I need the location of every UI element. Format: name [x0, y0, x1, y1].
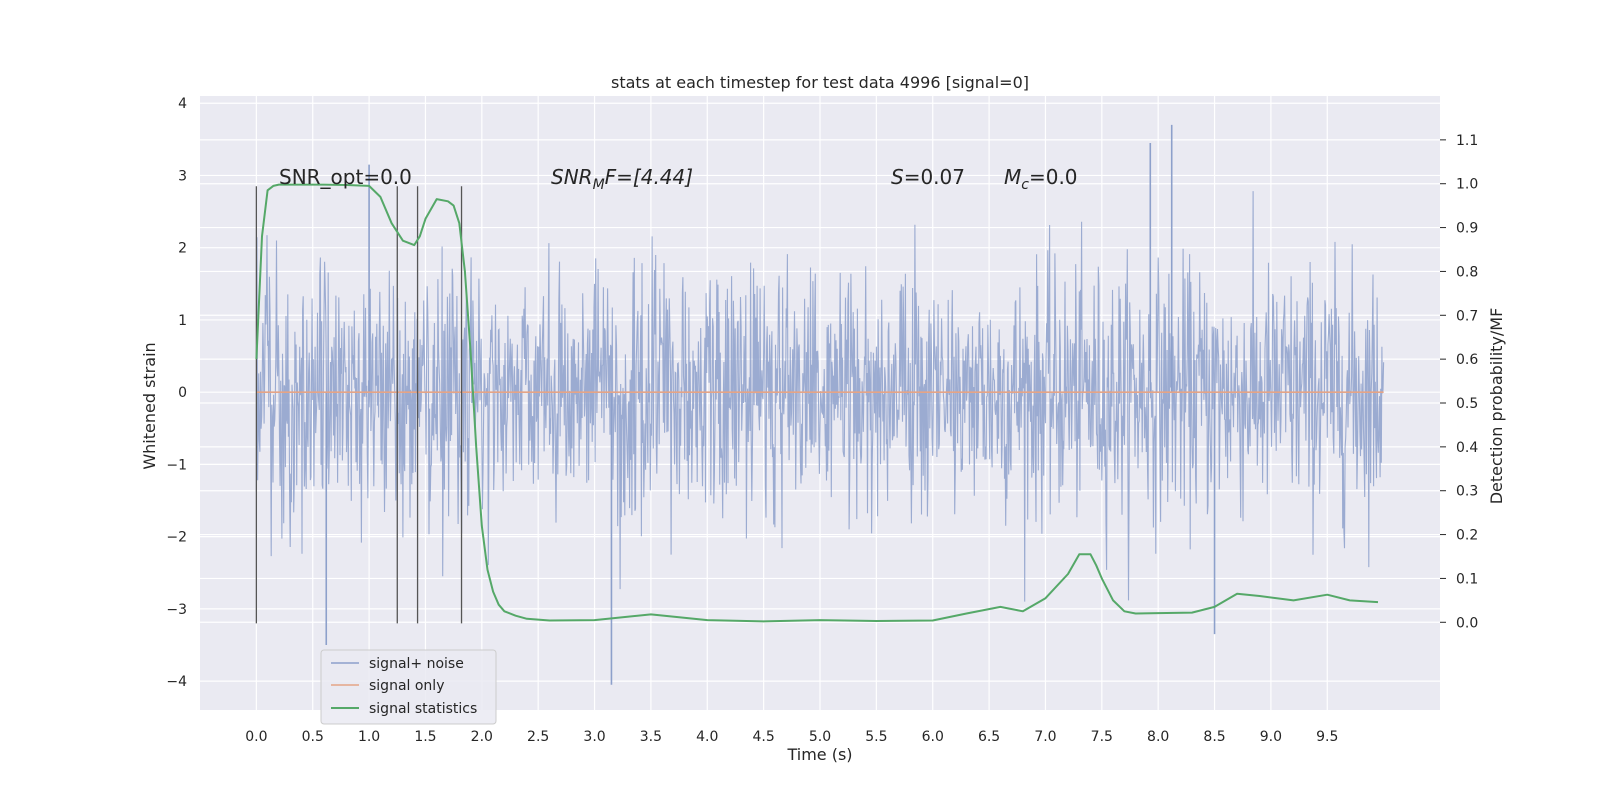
- y-tick-label: 4: [178, 96, 187, 112]
- x-tick-label: 1.5: [414, 729, 436, 745]
- annotation-snr-mf-rest: F=[4.44]: [605, 165, 693, 189]
- annotation-snr-opt: SNR_opt=0.0: [279, 165, 412, 189]
- y-tick-label: 0: [178, 385, 187, 401]
- x-tick-label: 2.0: [471, 729, 493, 745]
- series-signal-noise: [255, 124, 1385, 685]
- x-tick-label: 9.0: [1260, 729, 1282, 745]
- y2-tick-label: 0.0: [1456, 615, 1478, 631]
- annotation-s-value: =0.07: [904, 165, 965, 189]
- x-tick-label: 3.5: [640, 729, 662, 745]
- y-axis-label: Whitened strain: [140, 342, 159, 469]
- chart-title: stats at each timestep for test data 499…: [611, 73, 1029, 92]
- vertical-markers: [255, 186, 463, 624]
- noise-trace: [255, 191, 1385, 602]
- x-tick-label: 5.0: [809, 729, 831, 745]
- y-tick-label: −2: [166, 530, 187, 546]
- annotation-s: S=0.07: [891, 165, 965, 189]
- annotation-snr-mf-sub: M: [593, 177, 605, 193]
- signal-statistics-line: [255, 183, 1379, 623]
- y2-tick-label: 0.6: [1456, 352, 1478, 368]
- y2-tick-label: 1.1: [1456, 133, 1478, 149]
- y2-tick-label: 0.1: [1456, 571, 1478, 587]
- annotation-mc-value: =0.0: [1029, 165, 1078, 189]
- y2-tick-label: 0.3: [1456, 484, 1478, 500]
- annotation-mc: Mc=0.0: [1004, 165, 1078, 193]
- legend-label-signal-only: signal only: [369, 678, 444, 694]
- y2-axis-label: Detection probability/MF: [1487, 308, 1506, 505]
- y-tick-label: −3: [166, 602, 187, 618]
- x-tick-label: 0.5: [302, 729, 324, 745]
- x-tick-label: 4.5: [753, 729, 775, 745]
- y2-tick-label: 0.5: [1456, 396, 1478, 412]
- y2-axis-ticks: 0.0 0.1 0.2 0.3 0.4 0.5 0.6 0.7 0.8 0.9 1.0 1.1: [1440, 133, 1478, 631]
- x-axis-label: Time (s): [786, 745, 852, 764]
- x-tick-label: 7.5: [1091, 729, 1113, 745]
- x-tick-label: 6.0: [922, 729, 944, 745]
- x-tick-label: 0.0: [245, 729, 267, 745]
- x-tick-label: 1.0: [358, 729, 380, 745]
- annotation-snr-mf: SNRMF=[4.44]: [551, 165, 693, 193]
- x-tick-label: 6.5: [978, 729, 1000, 745]
- x-tick-label: 7.0: [1034, 729, 1056, 745]
- x-tick-label: 9.5: [1316, 729, 1338, 745]
- y-tick-label: 2: [178, 241, 187, 257]
- x-tick-label: 8.5: [1203, 729, 1225, 745]
- y-axis-ticks: −4 −3 −2 −1 0 1 2 3 4: [166, 96, 187, 690]
- x-tick-label: 8.0: [1147, 729, 1169, 745]
- y2-tick-label: 0.2: [1456, 528, 1478, 544]
- annotation-snr-mf-base: SNR: [551, 165, 593, 189]
- x-tick-label: 5.5: [865, 729, 887, 745]
- y-tick-label: 3: [178, 168, 187, 184]
- y2-tick-label: 0.7: [1456, 308, 1478, 324]
- x-axis-ticks: 0.0 0.5 1.0 1.5 2.0 2.5 3.0 3.5 4.0 4.5 5.0 5.5 6.0 6…: [245, 729, 1338, 745]
- y-tick-label: −4: [166, 674, 187, 690]
- y2-tick-label: 0.9: [1456, 221, 1478, 237]
- y2-tick-label: 1.0: [1456, 177, 1478, 193]
- annotation-mc-var: M: [1004, 165, 1021, 189]
- legend: signal+ noise signal only signal statist…: [320, 649, 497, 725]
- y2-tick-label: 0.8: [1456, 264, 1478, 280]
- x-tick-label: 3.0: [583, 729, 605, 745]
- legend-label-signal-statistics: signal statistics: [369, 701, 477, 717]
- legend-label-signal-noise: signal+ noise: [369, 656, 464, 672]
- legend-box: [320, 649, 497, 725]
- y2-tick-label: 0.4: [1456, 440, 1478, 456]
- annotation-mc-sub: c: [1021, 177, 1029, 193]
- y-tick-label: 1: [178, 313, 187, 329]
- y-tick-label: −1: [166, 457, 187, 473]
- annotation-s-var: S: [891, 165, 904, 189]
- series-signal-statistics: [255, 183, 1379, 623]
- x-tick-label: 4.0: [696, 729, 718, 745]
- x-tick-label: 2.5: [527, 729, 549, 745]
